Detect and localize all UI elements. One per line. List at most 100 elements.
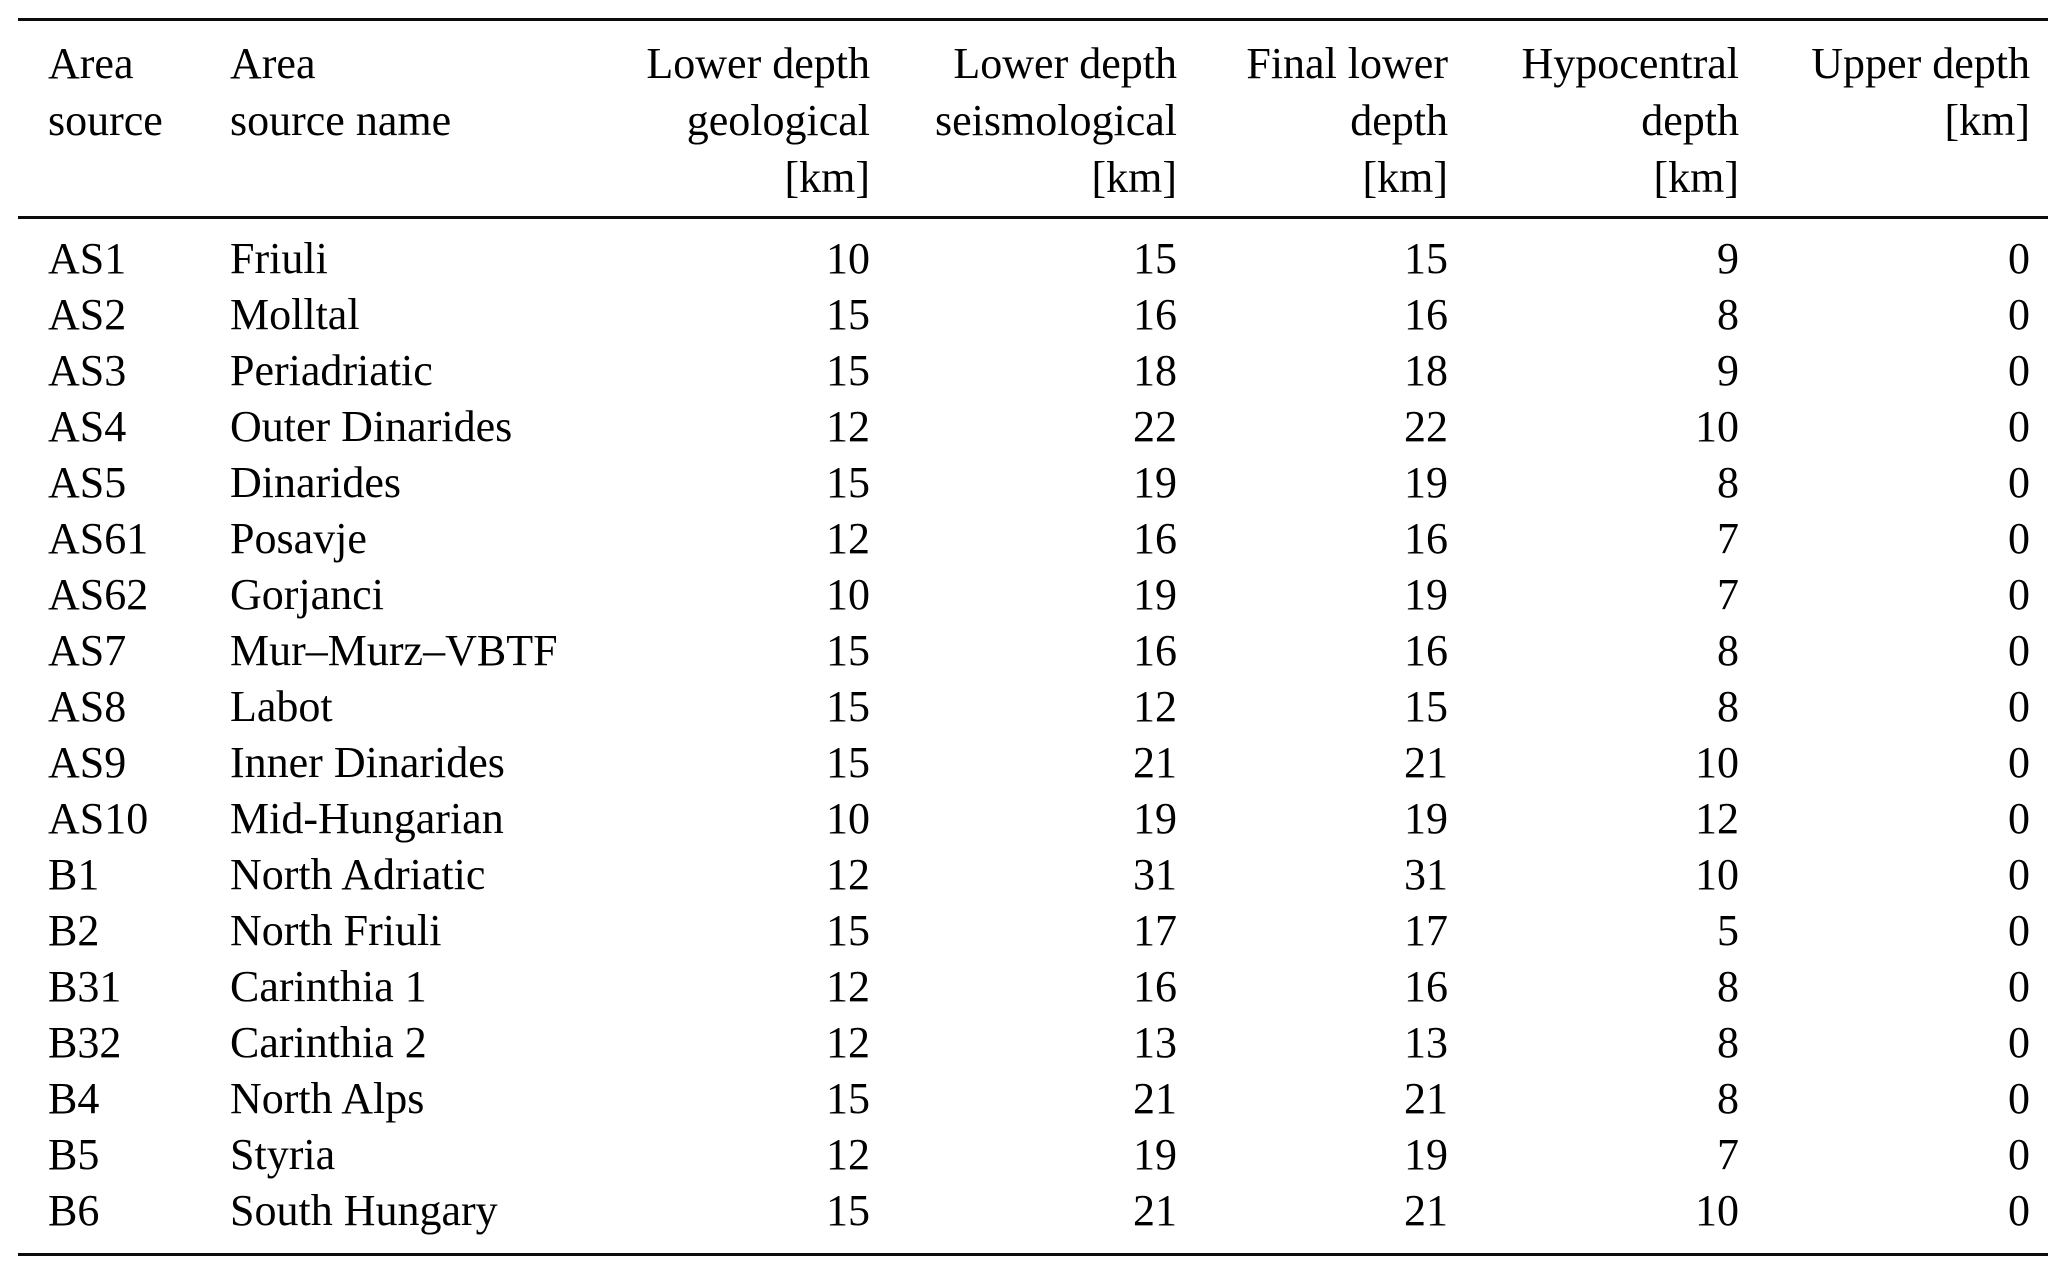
table-cell-area-source: AS7 [48, 626, 127, 675]
column-header-upper-depth: Upper depth [km] [1739, 19, 2048, 219]
table-cell-upper-depth: 0 [2008, 234, 2030, 283]
table-cell-area-source: B31 [48, 962, 122, 1011]
table-cell-hypocentral-depth: 8 [1717, 682, 1739, 731]
table-cell-hypocentral-depth: 7 [1717, 570, 1739, 619]
table-cell-upper-depth: 0 [2008, 514, 2030, 563]
table-cell-area-source-name: North Friuli [230, 906, 442, 955]
table-cell-hypocentral-depth: 8 [1717, 1074, 1739, 1123]
table-cell-area-source: AS8 [48, 682, 127, 731]
table-cell-upper-depth: 0 [2008, 738, 2030, 787]
table-cell-hypocentral-depth: 12 [1695, 794, 1739, 843]
table-cell-lower-depth-seismological: 31 [1133, 850, 1177, 899]
table-cell-final-lower-depth: 15 [1404, 234, 1448, 283]
table-cell-area-source: AS9 [48, 738, 127, 787]
table-row: B31 Carinthia 1 12 16 16 8 0 [18, 959, 2048, 1015]
table-cell-area-source-name: Labot [230, 682, 333, 731]
table-row: B4 North Alps 15 21 21 8 0 [18, 1071, 2048, 1127]
column-header-final-lower-depth: Final lower depth [km] [1177, 19, 1448, 219]
table-cell-hypocentral-depth: 5 [1717, 906, 1739, 955]
table-cell-area-source: AS62 [48, 570, 149, 619]
table-cell-final-lower-depth: 31 [1404, 850, 1448, 899]
table-cell-final-lower-depth: 15 [1404, 682, 1448, 731]
table-cell-area-source-name: Periadriatic [230, 346, 433, 395]
table-row: AS62 Gorjanci 10 19 19 7 0 [18, 567, 2048, 623]
table-cell-final-lower-depth: 16 [1404, 290, 1448, 339]
table-cell-final-lower-depth: 16 [1404, 962, 1448, 1011]
table-cell-lower-depth-seismological: 16 [1133, 514, 1177, 563]
table-row: AS7 Mur–Murz–VBTF 15 16 16 8 0 [18, 623, 2048, 679]
table-cell-lower-depth-geological: 10 [826, 794, 870, 843]
table-cell-lower-depth-geological: 12 [826, 402, 870, 451]
table-cell-lower-depth-geological: 15 [826, 458, 870, 507]
table-cell-upper-depth: 0 [2008, 570, 2030, 619]
table-cell-lower-depth-seismological: 21 [1133, 1186, 1177, 1235]
table-cell-lower-depth-seismological: 21 [1133, 1074, 1177, 1123]
table-cell-area-source-name: Molltal [230, 290, 360, 339]
header-row: Area source Area source name Lower depth g… [18, 19, 2048, 219]
table-cell-lower-depth-geological: 15 [826, 682, 870, 731]
table-cell-area-source: B5 [48, 1130, 100, 1179]
table-cell-area-source: B2 [48, 906, 100, 955]
table-cell-hypocentral-depth: 10 [1695, 850, 1739, 899]
table-cell-upper-depth: 0 [2008, 458, 2030, 507]
table-cell-lower-depth-seismological: 16 [1133, 290, 1177, 339]
table-cell-lower-depth-geological: 15 [826, 346, 870, 395]
table-cell-area-source: AS2 [48, 290, 127, 339]
table-cell-upper-depth: 0 [2008, 290, 2030, 339]
table-cell-lower-depth-geological: 15 [826, 290, 870, 339]
table-cell-final-lower-depth: 19 [1404, 570, 1448, 619]
table-cell-area-source: B6 [48, 1186, 100, 1235]
paper-table-container: Area source Area source name Lower depth g… [18, 18, 2048, 1256]
table-cell-area-source-name: North Alps [230, 1074, 425, 1123]
table-cell-area-source-name: Gorjanci [230, 570, 384, 619]
table-row: B2 North Friuli 15 17 17 5 0 [18, 903, 2048, 959]
area-source-depth-table: Area source Area source name Lower depth g… [18, 18, 2048, 1256]
table-cell-hypocentral-depth: 7 [1717, 514, 1739, 563]
table-row: AS10 Mid-Hungarian 10 19 19 12 0 [18, 791, 2048, 847]
table-cell-hypocentral-depth: 10 [1695, 402, 1739, 451]
table-row: AS9 Inner Dinarides 15 21 21 10 0 [18, 735, 2048, 791]
table-row: AS8 Labot 15 12 15 8 0 [18, 679, 2048, 735]
table-body: AS1 Friuli 10 15 15 9 0 AS2 Molltal 15 16 16 8 0 AS3 Pe… [18, 218, 2048, 1255]
table-cell-area-source-name: Posavje [230, 514, 367, 563]
table-cell-hypocentral-depth: 8 [1717, 290, 1739, 339]
table-cell-area-source: AS5 [48, 458, 127, 507]
table-cell-final-lower-depth: 19 [1404, 794, 1448, 843]
table-cell-lower-depth-seismological: 15 [1133, 234, 1177, 283]
table-cell-hypocentral-depth: 9 [1717, 346, 1739, 395]
column-header-lower-depth-geological: Lower depth geological [km] [615, 19, 870, 219]
table-cell-lower-depth-geological: 12 [826, 850, 870, 899]
table-cell-final-lower-depth: 18 [1404, 346, 1448, 395]
table-cell-final-lower-depth: 22 [1404, 402, 1448, 451]
table-row: B32 Carinthia 2 12 13 13 8 0 [18, 1015, 2048, 1071]
table-row: AS1 Friuli 10 15 15 9 0 [18, 218, 2048, 288]
table-cell-hypocentral-depth: 10 [1695, 738, 1739, 787]
table-cell-lower-depth-geological: 12 [826, 962, 870, 1011]
table-cell-lower-depth-seismological: 19 [1133, 794, 1177, 843]
table-cell-area-source: AS10 [48, 794, 149, 843]
table-row: AS5 Dinarides 15 19 19 8 0 [18, 455, 2048, 511]
table-cell-final-lower-depth: 19 [1404, 458, 1448, 507]
table-cell-area-source-name: Carinthia 2 [230, 1018, 427, 1067]
table-cell-upper-depth: 0 [2008, 1074, 2030, 1123]
table-cell-final-lower-depth: 16 [1404, 626, 1448, 675]
table-cell-area-source: B1 [48, 850, 100, 899]
table-cell-area-source: AS3 [48, 346, 127, 395]
table-cell-lower-depth-geological: 12 [826, 514, 870, 563]
table-header: Area source Area source name Lower depth g… [18, 19, 2048, 219]
table-row: AS3 Periadriatic 15 18 18 9 0 [18, 343, 2048, 399]
table-cell-upper-depth: 0 [2008, 794, 2030, 843]
table-cell-hypocentral-depth: 9 [1717, 234, 1739, 283]
column-header-lower-depth-seismological: Lower depth seismological [km] [870, 19, 1177, 219]
table-cell-area-source: AS61 [48, 514, 149, 563]
table-cell-final-lower-depth: 13 [1404, 1018, 1448, 1067]
table-cell-final-lower-depth: 19 [1404, 1130, 1448, 1179]
table-cell-upper-depth: 0 [2008, 346, 2030, 395]
table-cell-area-source-name: North Adriatic [230, 850, 486, 899]
table-cell-lower-depth-seismological: 19 [1133, 1130, 1177, 1179]
table-cell-lower-depth-geological: 15 [826, 1186, 870, 1235]
table-cell-upper-depth: 0 [2008, 682, 2030, 731]
table-cell-lower-depth-geological: 12 [826, 1130, 870, 1179]
table-cell-hypocentral-depth: 8 [1717, 1018, 1739, 1067]
table-cell-area-source-name: Dinarides [230, 458, 402, 507]
